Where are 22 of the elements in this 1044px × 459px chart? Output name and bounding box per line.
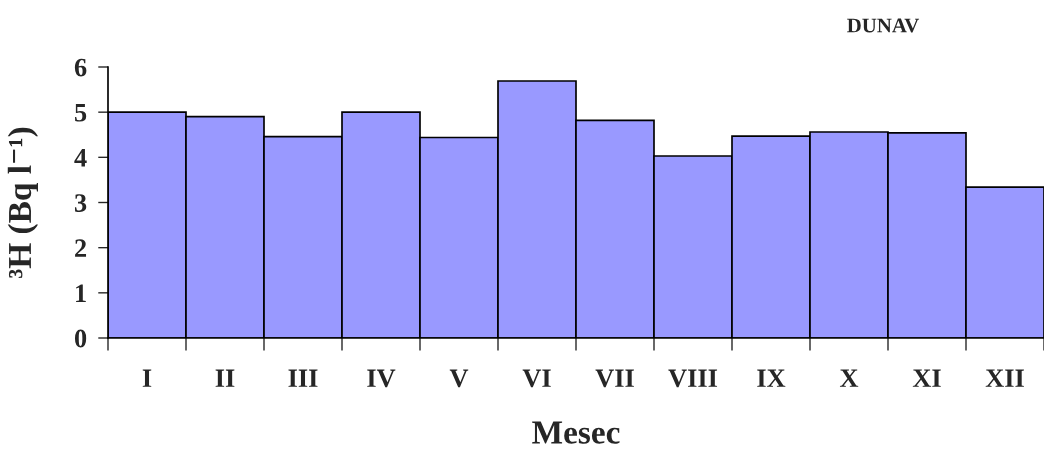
x-tick-label: V bbox=[449, 369, 469, 388]
chart-title: DUNAV bbox=[847, 18, 920, 33]
x-tick-label: IV bbox=[367, 369, 396, 388]
x-tick-label: XI bbox=[912, 369, 941, 387]
x-tick-label: XII bbox=[985, 369, 1024, 387]
y-tick-label: 2 bbox=[75, 239, 87, 257]
x-tick-label: I bbox=[142, 369, 152, 387]
x-tick-label: IX bbox=[757, 369, 786, 387]
y-tick-label: 0 bbox=[74, 329, 87, 348]
y-tick-label: 5 bbox=[75, 104, 87, 122]
x-tick-label: X bbox=[839, 369, 859, 387]
x-tick-label: VI bbox=[522, 369, 551, 388]
x-tick-label: III bbox=[288, 369, 318, 387]
x-tick-label: II bbox=[215, 369, 235, 387]
x-tick-label: VII bbox=[595, 369, 634, 388]
y-tick-label: 4 bbox=[74, 149, 87, 167]
x-tick-label: VIII bbox=[668, 369, 718, 388]
y-axis-title: ³H (Bq l⁻¹) bbox=[7, 127, 38, 278]
y-tick-label: 3 bbox=[74, 194, 87, 212]
x-axis-title: Mesec bbox=[532, 421, 620, 444]
y-tick-label: 1 bbox=[76, 284, 86, 302]
y-tick-label: 6 bbox=[74, 58, 87, 77]
